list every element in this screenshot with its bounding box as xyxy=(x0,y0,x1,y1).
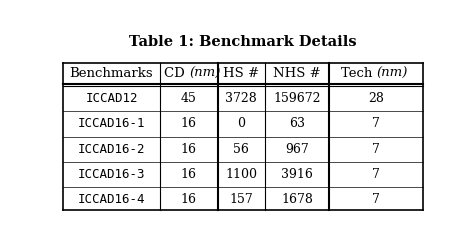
Text: 7: 7 xyxy=(372,168,380,181)
Text: 0: 0 xyxy=(237,117,245,130)
Text: NHS #: NHS # xyxy=(273,67,321,80)
Text: 1678: 1678 xyxy=(281,193,313,206)
Text: ICCAD16-4: ICCAD16-4 xyxy=(78,193,145,206)
Text: CD: CD xyxy=(164,67,189,80)
Text: 7: 7 xyxy=(372,143,380,156)
Text: Tech: Tech xyxy=(340,67,376,80)
Text: 63: 63 xyxy=(289,117,305,130)
Text: ICCAD16-1: ICCAD16-1 xyxy=(78,117,145,130)
Text: ICCAD16-2: ICCAD16-2 xyxy=(78,143,145,156)
Text: 1100: 1100 xyxy=(225,168,257,181)
Text: 157: 157 xyxy=(229,193,253,206)
Text: (nm): (nm) xyxy=(189,67,220,80)
Text: Table 1: Benchmark Details: Table 1: Benchmark Details xyxy=(129,35,357,49)
Text: 45: 45 xyxy=(181,92,197,105)
Text: 16: 16 xyxy=(181,143,197,156)
Text: 967: 967 xyxy=(285,143,309,156)
Text: 3916: 3916 xyxy=(281,168,313,181)
Text: 159672: 159672 xyxy=(273,92,321,105)
Text: 28: 28 xyxy=(368,92,384,105)
Text: 16: 16 xyxy=(181,193,197,206)
Text: HS #: HS # xyxy=(223,67,259,80)
Text: 7: 7 xyxy=(372,117,380,130)
Text: 16: 16 xyxy=(181,117,197,130)
Text: Benchmarks: Benchmarks xyxy=(70,67,153,80)
Text: ICCAD12: ICCAD12 xyxy=(85,92,138,105)
Text: (nm): (nm) xyxy=(376,67,408,80)
Text: 56: 56 xyxy=(233,143,249,156)
Text: ICCAD16-3: ICCAD16-3 xyxy=(78,168,145,181)
Text: 7: 7 xyxy=(372,193,380,206)
Text: 3728: 3728 xyxy=(225,92,257,105)
Text: 16: 16 xyxy=(181,168,197,181)
